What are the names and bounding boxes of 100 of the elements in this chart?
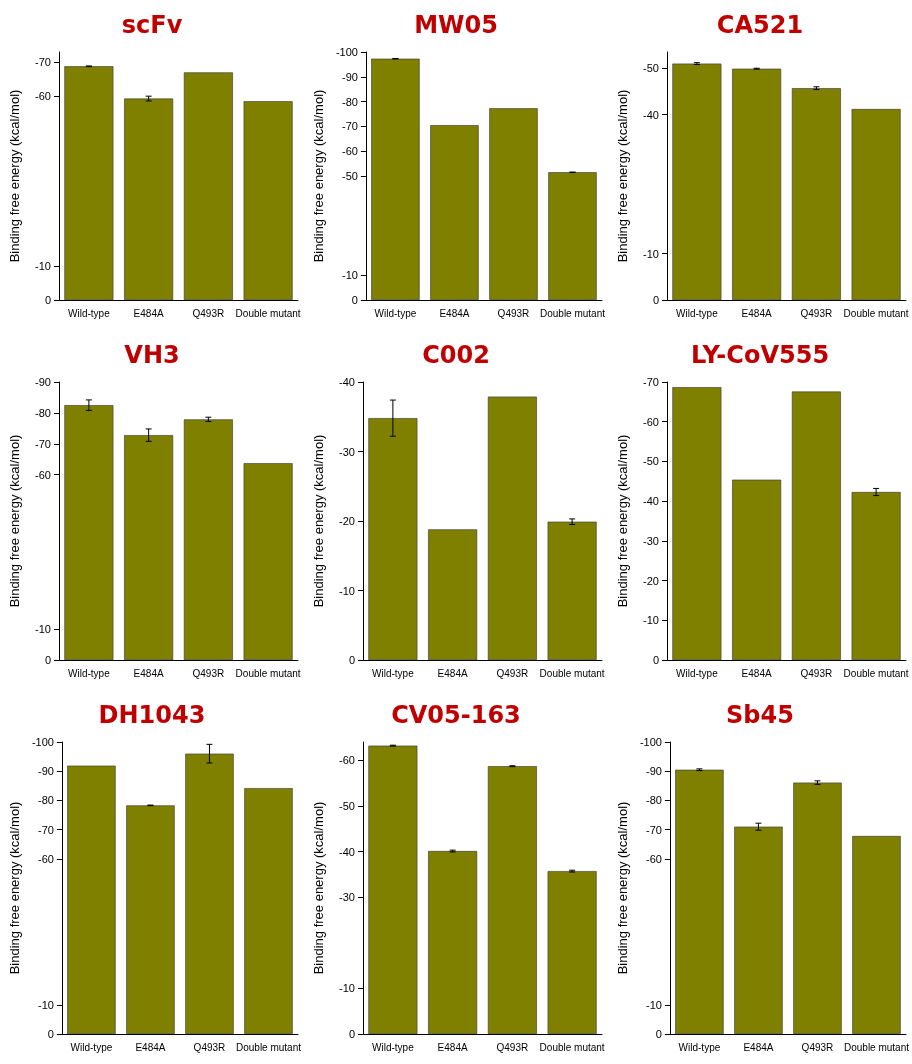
x-tick-label: Q493R — [192, 667, 225, 679]
x-tick-label: E484A — [133, 667, 164, 679]
chart-title: Sb45 — [726, 701, 794, 729]
x-tick-label: Double mutant — [235, 1041, 302, 1053]
x-tick-label: Q493R — [496, 1041, 529, 1053]
y-tick-label: -80 — [646, 794, 662, 807]
y-axis-title: Binding free energy (kcal/mol) — [311, 434, 326, 608]
y-tick-label: -90 — [35, 376, 51, 388]
x-tick-label: E484A — [439, 307, 470, 319]
y-axis-title: Binding free energy (kcal/mol) — [615, 801, 630, 975]
x-tick-label: Wild-type — [676, 667, 719, 679]
y-tick-label: -70 — [35, 437, 51, 450]
y-tick-label: -60 — [35, 468, 51, 481]
y-tick-label: -70 — [35, 56, 51, 69]
x-tick-label: Q493R — [800, 667, 833, 679]
x-tick-label: Wild-type — [372, 667, 415, 679]
y-axis-title: Binding free energy (kcal/mol) — [311, 89, 326, 263]
x-tick-label: E484A — [437, 1041, 468, 1053]
y-tick-label: -50 — [643, 62, 659, 75]
x-tick-label: Double mutant — [539, 667, 605, 679]
y-tick-label: -10 — [339, 584, 355, 597]
x-tick-label: Wild-type — [676, 307, 719, 319]
y-tick-label: -70 — [342, 120, 358, 133]
y-tick-label: -10 — [38, 998, 54, 1011]
y-tick-label: -10 — [35, 260, 51, 273]
x-tick-label: Q493R — [193, 1041, 226, 1053]
x-tick-label: Double mutant — [235, 307, 301, 319]
y-tick-label: -70 — [38, 823, 54, 836]
chart-title: CA521 — [716, 11, 804, 39]
y-tick-label: -40 — [643, 495, 659, 508]
x-tick-label: Double mutant — [843, 1041, 910, 1053]
y-tick-label: -90 — [646, 765, 662, 778]
chart-title: C002 — [422, 341, 490, 369]
y-tick-label: -80 — [35, 406, 51, 419]
y-tick-label: -10 — [342, 269, 358, 282]
x-tick-label: Q493R — [496, 667, 529, 679]
x-tick-label: Wild-type — [68, 667, 111, 679]
y-tick-label: -20 — [339, 515, 355, 527]
y-tick-label: -50 — [643, 455, 659, 468]
y-tick-label: 0 — [351, 294, 358, 306]
y-tick-label: -60 — [35, 90, 51, 103]
x-tick-label: E484A — [741, 307, 772, 319]
y-tick-label: 0 — [348, 654, 355, 666]
x-tick-label: E484A — [741, 667, 772, 679]
x-tick-label: Q493R — [801, 1041, 834, 1053]
y-tick-label: -60 — [339, 754, 355, 767]
y-tick-label: 0 — [652, 654, 659, 666]
chart-title: DH1043 — [98, 701, 206, 729]
y-tick-label: -90 — [342, 70, 358, 83]
y-tick-label: -60 — [342, 145, 358, 158]
y-tick-label: -100 — [335, 46, 358, 58]
y-tick-label: 0 — [655, 1028, 662, 1040]
y-tick-label: -70 — [646, 823, 662, 836]
y-tick-label: -40 — [339, 376, 355, 388]
x-tick-label: Wild-type — [374, 307, 417, 319]
y-tick-label: -10 — [339, 982, 355, 995]
x-tick-label: Double mutant — [539, 1041, 605, 1053]
x-tick-label: E484A — [135, 1041, 166, 1053]
y-tick-label: 0 — [47, 1028, 54, 1040]
x-tick-label: Wild-type — [68, 307, 111, 319]
y-tick-label: -80 — [342, 95, 358, 108]
y-tick-label: -50 — [342, 170, 358, 182]
y-tick-label: -10 — [643, 247, 659, 260]
x-tick-label: Q493R — [192, 307, 225, 319]
y-axis-title: Binding free energy (kcal/mol) — [7, 89, 22, 263]
x-tick-label: Double mutant — [843, 667, 909, 679]
y-tick-label: -60 — [38, 852, 54, 865]
y-tick-label: -10 — [643, 614, 659, 627]
x-tick-label: Wild-type — [70, 1041, 113, 1053]
y-tick-label: -30 — [339, 891, 355, 904]
y-tick-label: -30 — [339, 445, 355, 458]
chart-title: MW05 — [414, 11, 498, 39]
chart-title: CV05-163 — [391, 701, 521, 729]
y-tick-label: 0 — [348, 1028, 355, 1040]
x-tick-label: Wild-type — [372, 1041, 415, 1053]
y-tick-label: -20 — [643, 574, 659, 587]
y-axis-title: Binding free energy (kcal/mol) — [615, 89, 630, 263]
y-tick-label: -80 — [38, 794, 54, 807]
y-tick-label: 0 — [44, 654, 51, 666]
y-tick-label: -40 — [643, 108, 659, 121]
x-tick-label: Q493R — [800, 307, 833, 319]
x-tick-label: Double mutant — [235, 667, 301, 679]
y-tick-label: -100 — [31, 736, 54, 748]
y-tick-label: -60 — [643, 415, 659, 428]
y-tick-label: -100 — [639, 736, 662, 748]
x-tick-label: Q493R — [497, 307, 530, 319]
y-tick-label: 0 — [44, 294, 51, 306]
y-axis-title: Binding free energy (kcal/mol) — [7, 801, 22, 975]
y-tick-label: 0 — [652, 294, 659, 306]
x-tick-label: E484A — [743, 1041, 774, 1053]
y-tick-label: -90 — [38, 765, 54, 778]
y-tick-label: -70 — [643, 376, 659, 388]
x-tick-label: Wild-type — [678, 1041, 721, 1053]
y-tick-label: -60 — [646, 852, 662, 865]
y-tick-label: -50 — [339, 799, 355, 812]
chart-title: LY-CoV555 — [690, 341, 830, 369]
y-axis-title: Binding free energy (kcal/mol) — [615, 434, 630, 608]
y-tick-label: -30 — [643, 534, 659, 547]
y-axis-title: Binding free energy (kcal/mol) — [311, 801, 326, 975]
x-tick-label: Double mutant — [539, 307, 606, 319]
